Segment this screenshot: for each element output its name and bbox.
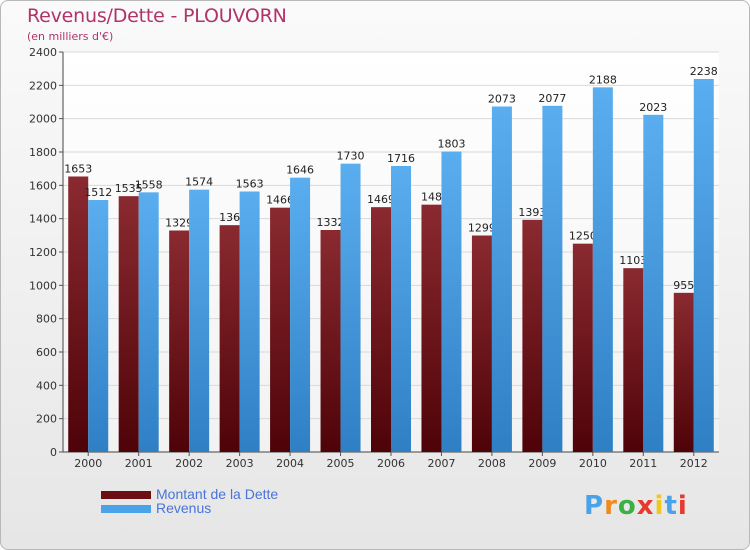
data-label-dette: 1653 xyxy=(64,163,92,176)
x-tick-label: 2010 xyxy=(579,457,607,470)
data-label-dette: 1393 xyxy=(518,206,546,219)
data-label-dette: 136 xyxy=(219,211,240,224)
x-tick-label: 2008 xyxy=(478,457,506,470)
bar-revenus xyxy=(592,87,613,452)
logo-letter: i xyxy=(654,491,665,521)
logo-letter: P xyxy=(584,491,605,521)
legend-label-dette: Montant de la Dette xyxy=(156,486,279,502)
bar-revenus xyxy=(239,191,260,452)
bar-dette xyxy=(371,207,391,452)
x-tick-label: 2002 xyxy=(175,457,203,470)
bar-revenus xyxy=(693,79,714,452)
legend-swatch-dette xyxy=(101,491,151,499)
bar-revenus xyxy=(542,105,563,452)
data-label-dette: 1329 xyxy=(165,217,193,230)
y-tick-label: 2400 xyxy=(29,46,57,59)
y-tick-label: 1200 xyxy=(29,246,57,259)
bar-dette xyxy=(522,219,543,452)
data-label-dette: 1250 xyxy=(569,230,597,243)
bar-revenus xyxy=(391,166,411,452)
data-label-revenus: 2238 xyxy=(690,65,718,78)
data-label-dette: 955 xyxy=(673,279,694,292)
data-label-revenus: 1730 xyxy=(337,150,365,163)
bar-dette xyxy=(320,230,341,452)
data-label-revenus: 2188 xyxy=(589,73,617,86)
data-label-dette: 1332 xyxy=(317,216,345,229)
data-label-revenus: 1558 xyxy=(135,178,163,191)
bar-revenus xyxy=(138,192,159,453)
bar-revenus xyxy=(290,177,311,452)
y-tick-label: 2000 xyxy=(29,113,57,126)
logo-letter: o xyxy=(617,491,637,521)
bar-revenus xyxy=(189,189,210,452)
x-tick-label: 2011 xyxy=(629,457,657,470)
chart-subtitle: (en milliers d'€) xyxy=(27,30,114,43)
data-label-revenus: 1574 xyxy=(185,176,213,189)
data-label-dette: 148 xyxy=(421,191,442,204)
legend-swatch-revenus xyxy=(101,505,151,513)
y-tick-label: 1800 xyxy=(29,146,57,159)
proxiti-logo: Proxiti xyxy=(584,491,688,521)
data-label-dette: 1466 xyxy=(266,194,294,207)
y-tick-label: 800 xyxy=(36,313,57,326)
bar-revenus xyxy=(441,151,462,452)
x-tick-label: 2007 xyxy=(427,457,455,470)
x-tick-label: 2000 xyxy=(74,457,102,470)
data-label-revenus: 1803 xyxy=(437,138,465,151)
bar-dette xyxy=(118,196,139,452)
bar-dette xyxy=(421,204,442,452)
logo-letter: x xyxy=(636,491,655,521)
data-label-dette: 1299 xyxy=(468,222,496,235)
data-label-revenus: 1716 xyxy=(387,152,415,165)
bar-revenus xyxy=(643,114,664,452)
data-label-revenus: 1563 xyxy=(236,178,264,191)
y-tick-label: 600 xyxy=(36,346,57,359)
bar-dette xyxy=(572,243,593,452)
bar-revenus xyxy=(88,200,109,452)
x-tick-label: 2005 xyxy=(327,457,355,470)
y-tick-label: 2200 xyxy=(29,79,57,92)
bar-dette xyxy=(219,225,240,452)
bar-dette xyxy=(471,235,492,452)
logo-letter: i xyxy=(677,491,688,521)
y-tick-label: 200 xyxy=(36,413,57,426)
logo-letter: r xyxy=(604,491,618,521)
data-label-dette: 1469 xyxy=(367,193,395,206)
bar-dette xyxy=(270,207,291,452)
bar-revenus xyxy=(340,163,361,452)
data-label-revenus: 1646 xyxy=(286,164,314,177)
x-tick-label: 2004 xyxy=(276,457,304,470)
x-tick-label: 2009 xyxy=(528,457,556,470)
x-tick-label: 2001 xyxy=(125,457,153,470)
bar-revenus xyxy=(491,106,512,452)
data-label-revenus: 1512 xyxy=(84,186,112,199)
bar-dette xyxy=(169,230,190,452)
x-tick-label: 2006 xyxy=(377,457,405,470)
x-tick-label: 2003 xyxy=(226,457,254,470)
x-tick-label: 2012 xyxy=(680,457,708,470)
y-tick-label: 1000 xyxy=(29,279,57,292)
bar-dette xyxy=(673,292,694,452)
data-label-dette: 1103 xyxy=(619,254,647,267)
data-label-revenus: 2023 xyxy=(639,101,667,114)
data-label-revenus: 2073 xyxy=(488,93,516,106)
y-tick-label: 0 xyxy=(50,446,57,459)
y-tick-label: 400 xyxy=(36,379,57,392)
logo-letter: t xyxy=(664,491,678,521)
data-label-revenus: 2077 xyxy=(538,92,566,105)
chart-title: Revenus/Dette - PLOUVORN xyxy=(27,5,287,27)
data-label-dette: 1535 xyxy=(115,182,143,195)
bar-dette xyxy=(68,176,89,452)
y-tick-label: 1400 xyxy=(29,213,57,226)
legend-label-revenus: Revenus xyxy=(156,500,212,516)
bar-dette xyxy=(623,268,644,452)
y-tick-label: 1600 xyxy=(29,179,57,192)
